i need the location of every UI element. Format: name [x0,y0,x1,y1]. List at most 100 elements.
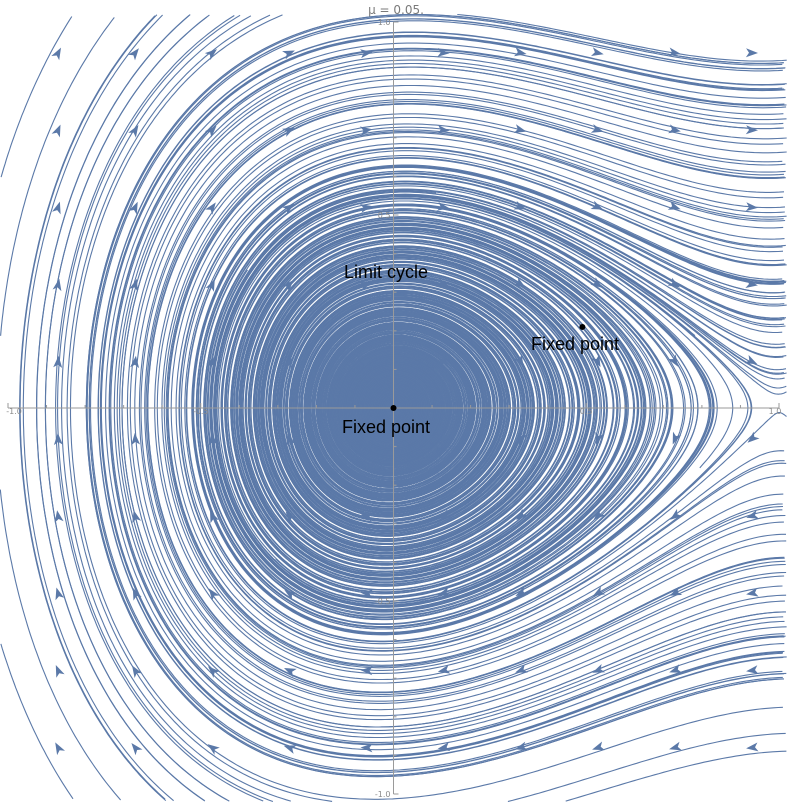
stream-arrow [593,508,606,521]
stream-arrow [208,588,220,601]
stream-line [129,78,787,717]
stream-arrow [210,510,219,524]
stream-arrow [208,666,220,678]
stream-line [44,14,227,801]
stream-line [109,48,787,745]
stream-arrow [52,278,62,292]
stream-line [147,103,785,693]
stream-line [113,55,787,739]
annotation-fixed-point-saddle: Fixed point [531,334,619,354]
y-tick-label: 0.5 [378,211,391,220]
stream-arrow [128,48,139,61]
stream-line [175,143,785,656]
stream-arrow [516,508,529,520]
stream-line [0,16,73,178]
stream-arrow [55,587,65,601]
stream-arrow [592,586,606,597]
stream-line [209,189,786,612]
stream-arrow [360,743,373,753]
stream-arrow [55,742,65,756]
stream-arrow [513,201,527,210]
stream-arrow [360,49,373,59]
stream-line [156,116,786,681]
stream-arrow [436,278,450,287]
stream-line [0,643,74,800]
stream-arrow [132,665,143,678]
stream-arrow [745,202,758,212]
stream-arrow [669,664,682,673]
stream-arrow [591,354,601,368]
stream-line [86,15,783,776]
stream-arrow [362,434,374,447]
stream-arrow [129,278,138,292]
stream-line [55,15,264,802]
stream-arrow [668,47,681,57]
stream-arrow [592,664,606,673]
stream-line [57,14,274,802]
stream-arrow [128,125,139,138]
stream-arrow [746,587,759,597]
stream-arrow [518,431,527,445]
stream-line [192,166,784,634]
stream-line [22,14,174,802]
stream-arrow [128,201,138,215]
stream-arrow [205,202,216,215]
stream-arrow [132,510,142,523]
stream-line [85,13,785,778]
stream-arrow [359,358,372,369]
stream-line [0,17,115,336]
stream-arrow [205,279,215,292]
stream-arrow [437,742,451,752]
stream-line [199,176,787,625]
stream-line [66,14,333,802]
stream-line [69,14,783,800]
stream-line [36,14,205,801]
y-tick-label: -0.5 [375,597,391,606]
stream-arrow [513,277,526,288]
stream-arrow [746,510,759,519]
stream-arrow [53,432,63,446]
stream-line [138,91,785,704]
stream-line [184,155,787,645]
stream-arrow [204,49,217,61]
stream-arrow [672,431,682,445]
stream-arrow [592,741,605,751]
stream-arrow [595,431,604,445]
stream-line [457,13,787,62]
stream-arrow [514,47,527,57]
stream-arrow [440,431,451,444]
annotations: Limit cycle Fixed point Fixed point [342,262,619,437]
stream-line [166,130,784,667]
stream-arrow [515,586,529,596]
stream-arrow [204,125,217,138]
stream-line [19,14,166,800]
stream-line [565,750,787,802]
stream-arrow [283,356,292,369]
stream-arrow [667,354,679,367]
stream-arrow [747,431,760,443]
stream-line [0,489,122,801]
stream-arrow [282,280,294,292]
stream-line [61,15,291,802]
stream-arrow [669,586,683,596]
stream-arrow [590,200,604,210]
stream-arrow [131,743,143,756]
stream-line [195,170,786,630]
stream-line [144,99,786,697]
stream-arrow [669,741,682,751]
stream-line [88,18,787,773]
stream-line [167,132,786,666]
stream-arrow [667,201,681,210]
stream-arrow [359,126,373,136]
stream-line [19,16,166,800]
stream-arrow [55,665,65,678]
stream-line [116,59,787,735]
stream-arrow [436,354,449,366]
stream-arrow [360,513,374,522]
stream-arrow [590,277,603,288]
stream-arrow [132,587,142,601]
stream-line [121,66,787,728]
stream-arrow [360,589,373,599]
stream-arrow [590,124,604,133]
stream-arrow [53,355,63,368]
